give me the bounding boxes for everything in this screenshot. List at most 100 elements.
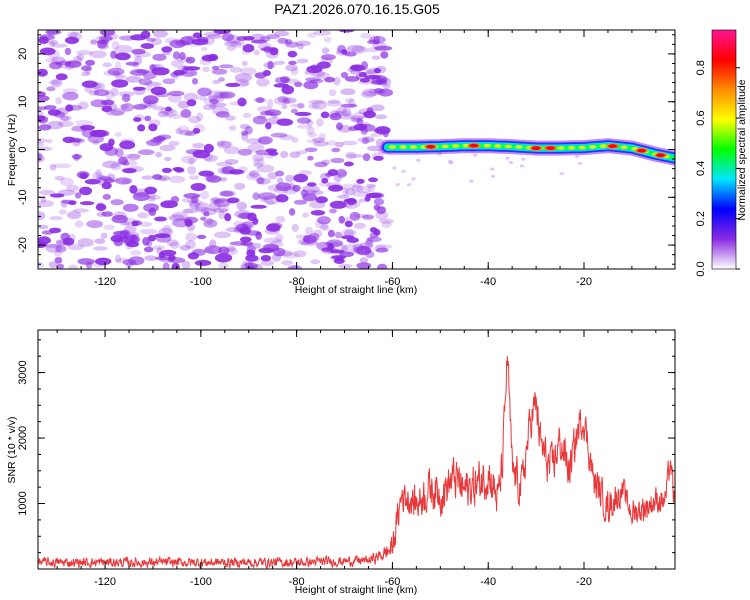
spectrogram-noise-cell bbox=[218, 262, 229, 269]
spectrogram-ridge-spot bbox=[451, 144, 460, 148]
spectrogram-noise-cell bbox=[98, 35, 113, 42]
spectrogram-noise-cell bbox=[268, 222, 283, 230]
spectrogram-noise-cell bbox=[79, 201, 95, 206]
spectrogram-noise-cell bbox=[297, 102, 305, 109]
spectrogram-noise-cell bbox=[93, 246, 108, 251]
spectrogram-noise-cell bbox=[335, 49, 351, 56]
spectrogram-ridge-spot bbox=[483, 143, 492, 148]
spectrogram-noise-cell bbox=[395, 183, 400, 187]
spectrogram-noise-cell bbox=[293, 173, 309, 183]
spectrogram-noise-cell bbox=[317, 216, 331, 225]
spectrogram-noise-cell bbox=[38, 68, 48, 77]
spectrogram-ridge-spot bbox=[599, 144, 607, 148]
spectrogram-noise-cell bbox=[344, 97, 354, 104]
spectrogram-noise-cell bbox=[143, 246, 154, 253]
spectrogram-noise-cell bbox=[234, 182, 246, 190]
spectrogram-ridge-spot bbox=[567, 146, 576, 150]
spectrogram-noise-cell bbox=[294, 111, 312, 117]
spectrogram-noise-cell bbox=[208, 103, 217, 109]
spectrogram-noise-cell bbox=[168, 214, 185, 222]
spectrogram-noise-cell bbox=[321, 47, 330, 54]
spectrogram-noise-cell bbox=[341, 183, 355, 190]
snr-x-tick-label: -80 bbox=[289, 576, 305, 588]
spectrogram-noise-cell bbox=[196, 112, 204, 121]
spectrogram-noise-cell bbox=[76, 171, 90, 179]
spectrogram-noise-cell bbox=[92, 82, 105, 92]
spectrogram-noise-cell bbox=[38, 154, 45, 163]
spectrogram-noise-cell bbox=[147, 234, 156, 242]
spectrogram-noise-cell bbox=[99, 30, 116, 36]
spectrogram-noise-cell bbox=[168, 114, 184, 119]
spectrogram-noise-cell bbox=[288, 60, 297, 65]
spectrogram-noise-cell bbox=[314, 161, 328, 168]
spectrogram-noise-cell bbox=[321, 247, 330, 252]
spectrogram-noise-cell bbox=[356, 178, 365, 184]
spectrogram-noise-cell bbox=[209, 95, 225, 103]
spectrogram-noise-cell bbox=[448, 159, 453, 163]
spectrogram-noise-cell bbox=[84, 178, 101, 185]
spectrogram-noise-cell bbox=[107, 67, 125, 76]
spectrogram-noise-cell bbox=[200, 190, 210, 200]
spectrogram-noise-cell bbox=[174, 167, 185, 173]
spectrogram-noise-cell bbox=[196, 36, 209, 43]
spectrogram-noise-cell bbox=[71, 153, 83, 160]
snr-x-tick-label: -100 bbox=[190, 576, 212, 588]
spectrogram-noise-cell bbox=[275, 170, 285, 177]
spectrogram-noise-cell bbox=[96, 202, 104, 210]
spectrogram-noise-cell bbox=[342, 107, 352, 117]
spectrogram-noise-cell bbox=[104, 98, 114, 108]
spectrogram-noise-cell bbox=[330, 110, 340, 118]
spectrogram-noise-cell bbox=[62, 237, 75, 246]
spectrogram-noise-cell bbox=[374, 126, 391, 135]
spectrogram-noise-cell bbox=[364, 239, 374, 248]
spectrogram-noise-cell bbox=[110, 199, 124, 206]
spectrogram-noise-cell bbox=[328, 184, 344, 192]
spectrogram-noise-cell bbox=[114, 45, 133, 54]
spectrogram-x-tick-label: -60 bbox=[384, 276, 400, 288]
spectrogram-noise-cell bbox=[139, 101, 151, 109]
spectrogram-noise-cell bbox=[119, 35, 137, 41]
spectrogram-noise-cell bbox=[330, 249, 345, 254]
spectrogram-noise-cell bbox=[38, 115, 49, 124]
spectrogram-noise-cell bbox=[49, 41, 56, 48]
spectrogram-noise-cell bbox=[356, 246, 372, 256]
spectrogram-noise-cell bbox=[179, 244, 191, 251]
spectrogram-noise-cell bbox=[202, 66, 210, 73]
spectrogram-noise-cell bbox=[54, 256, 63, 264]
spectrogram-noise-cell bbox=[155, 151, 163, 158]
spectrogram-noise-cell bbox=[313, 30, 331, 36]
spectrogram-noise-cell bbox=[160, 200, 178, 209]
spectrogram-noise-cell bbox=[102, 62, 112, 68]
spectrogram-noise-cell bbox=[242, 36, 255, 41]
spectrogram-noise-cell bbox=[62, 88, 78, 94]
spectrogram-noise-cell bbox=[151, 37, 162, 46]
spectrogram-noise-cell bbox=[331, 147, 341, 153]
spectrogram-noise-cell bbox=[81, 71, 91, 77]
spectrogram-noise-cell bbox=[366, 107, 373, 114]
spectrogram-noise-cell bbox=[296, 124, 313, 129]
spectrogram-noise-cell bbox=[187, 42, 202, 47]
spectrogram-noise-cell bbox=[240, 212, 252, 220]
spectrogram-noise-cell bbox=[341, 140, 358, 146]
spectrogram-noise-cell bbox=[80, 124, 95, 131]
spectrogram-noise-cell bbox=[328, 89, 337, 97]
spectrogram-noise-cell bbox=[186, 99, 197, 107]
spectrogram-noise-cell bbox=[64, 47, 72, 56]
spectrogram-noise-cell bbox=[55, 244, 67, 253]
spectrogram-noise-cell bbox=[97, 176, 112, 181]
spectrogram-noise-cell bbox=[279, 134, 294, 141]
spectrogram-noise-cell bbox=[334, 141, 344, 148]
spectrogram-noise-cell bbox=[114, 132, 122, 138]
spectrogram-noise-cell bbox=[256, 177, 265, 185]
spectrogram-noise-cell bbox=[339, 113, 355, 120]
spectrogram-noise-cell bbox=[273, 30, 290, 37]
spectrogram-noise-cell bbox=[344, 51, 357, 57]
spectrogram-noise-cell bbox=[247, 143, 265, 153]
spectrogram-noise-cell bbox=[208, 201, 222, 211]
spectrogram-x-tick-label: -80 bbox=[289, 276, 305, 288]
spectrogram-noise-cell bbox=[362, 214, 374, 220]
spectrogram-noise-cell bbox=[204, 245, 222, 255]
spectrogram-noise-cell bbox=[144, 255, 158, 261]
spectrogram-noise-cell bbox=[360, 32, 372, 39]
spectrogram-noise-cell bbox=[311, 190, 324, 196]
